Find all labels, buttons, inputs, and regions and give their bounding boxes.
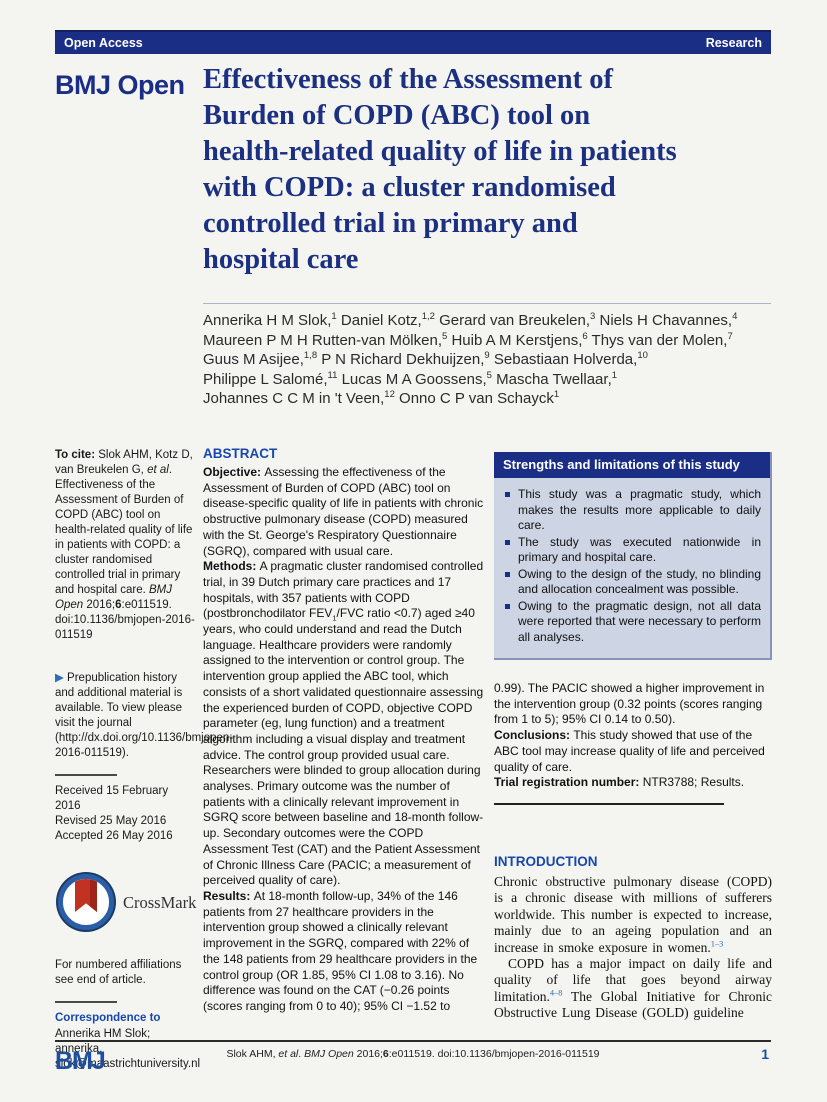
bmj-logo: BMJ xyxy=(55,1047,106,1075)
abstract-heading: ABSTRACT xyxy=(203,446,278,461)
strengths-item-text: The study was executed nationwide in pri… xyxy=(518,534,761,565)
title-line: hospital care xyxy=(203,244,359,275)
research-label: Research xyxy=(705,36,762,50)
bmj-open-logo: BMJ Open xyxy=(55,70,185,100)
sidebar-divider xyxy=(55,774,117,776)
title-line: with COPD: a cluster randomised xyxy=(203,172,616,203)
title-line: controlled trial in primary and xyxy=(203,208,578,239)
correspondence-name: Annerika HM Slok; annerika. xyxy=(55,1028,151,1055)
title-line: Burden of COPD (ABC) tool on xyxy=(203,100,591,131)
strengths-item: The study was executed nationwide in pri… xyxy=(503,535,761,566)
abstract-methods: Methods: A pragmatic cluster randomised … xyxy=(203,559,484,888)
bullet-square-icon xyxy=(505,571,510,577)
affiliations-note: For numbered affiliations see end of art… xyxy=(55,959,182,986)
bullet-square-icon xyxy=(505,539,510,545)
crossmark-label: CrossMark xyxy=(123,892,197,912)
introduction-paragraph: COPD has a major impact on daily life an… xyxy=(494,955,772,1021)
strengths-item: Owing to the pragmatic design, not all d… xyxy=(503,599,761,646)
accepted-date: Accepted 26 May 2016 xyxy=(55,830,173,842)
left-sidebar: To cite: Slok AHM, Kotz D, van Breukelen… xyxy=(55,448,234,1072)
revised-date: Revised 25 May 2016 xyxy=(55,815,167,827)
correspondence-label: Correspondence to xyxy=(55,1012,161,1024)
introduction-heading: INTRODUCTION xyxy=(494,853,598,869)
correspondence-email: slok@maastrichtuniversity.nl xyxy=(55,1058,201,1070)
crossmark-logo: CrossMark xyxy=(55,874,196,930)
strengths-item-text: Owing to the pragmatic design, not all d… xyxy=(518,598,761,644)
bullet-square-icon xyxy=(505,603,510,609)
strengths-box-body: This study was a pragmatic study, which … xyxy=(494,478,770,658)
bullet-square-icon xyxy=(505,492,510,497)
title-line: Effectiveness of the Assessment of xyxy=(203,64,614,95)
strengths-item: This study was a pragmatic study, which … xyxy=(503,487,761,534)
results-continuation: 0.99). The PACIC showed a higher improve… xyxy=(494,681,765,727)
strengths-item: Owing to the design of the study, no bli… xyxy=(503,567,761,598)
top-banner: Open Access Research xyxy=(55,30,771,54)
citation-block: To cite: Slok AHM, Kotz D, van Breukelen… xyxy=(55,449,195,641)
page-number: 1 xyxy=(761,1046,769,1062)
strengths-box-title: Strengths and limitations of this study xyxy=(494,452,770,478)
correspondence-address: Annerika HM Slok; annerika. slok@maastri… xyxy=(55,1027,200,1072)
trial-registration: Trial registration number: NTR3788; Resu… xyxy=(494,775,745,790)
crossmark-icon xyxy=(58,874,114,930)
footer-divider xyxy=(55,1040,771,1042)
author-line: Philippe L Salomé,11 Lucas M A Goossens,… xyxy=(203,369,618,388)
author-list: Annerika H M Slok,1 Daniel Kotz,1,2 Gera… xyxy=(203,311,781,409)
title-line: health-related quality of life in patien… xyxy=(203,136,677,167)
strengths-item-text: Owing to the design of the study, no bli… xyxy=(518,566,761,597)
article-title: Effectiveness of the Assessment of Burde… xyxy=(203,62,775,278)
open-access-label: Open Access xyxy=(64,36,143,50)
abstract-end-divider xyxy=(494,802,724,805)
received-date: Received 15 February 2016 xyxy=(55,785,169,812)
footer-citation: Slok AHM, et al. BMJ Open 2016;6:e011519… xyxy=(226,1048,600,1060)
right-column: Strengths and limitations of this study … xyxy=(494,452,772,1022)
author-line: Johannes C C M in 't Veen,12 Onno C P va… xyxy=(203,389,560,407)
authors-divider xyxy=(203,303,771,304)
sidebar-divider xyxy=(55,1001,117,1003)
strengths-item-text: This study was a pragmatic study, which … xyxy=(518,487,761,532)
abstract-results: Results: At 18-month follow-up, 34% of t… xyxy=(203,888,478,1013)
article-history: Received 15 February 2016 Revised 25 May… xyxy=(55,784,196,844)
author-line: Guus M Asijee,1,8 P N Richard Dekhuijzen… xyxy=(203,350,648,368)
abstract-conclusions: Conclusions: This study showed that use … xyxy=(494,728,765,774)
introduction-paragraph: Chronic obstructive pulmonary disease (C… xyxy=(494,873,772,955)
abstract-objective: Objective: Assessing the effectiveness o… xyxy=(203,465,484,558)
prepublication-note: ▶ Prepublication history and additional … xyxy=(55,672,234,759)
author-line: Maureen P M H Rutten-van Mölken,5 Huib A… xyxy=(203,330,733,349)
author-line: Annerika H M Slok,1 Daniel Kotz,1,2 Gera… xyxy=(203,311,738,329)
crossmark-ribbon-icon xyxy=(75,879,97,912)
strengths-box: Strengths and limitations of this study … xyxy=(494,452,772,660)
abstract-section: ABSTRACT Objective: Assessing the effect… xyxy=(203,446,485,1015)
